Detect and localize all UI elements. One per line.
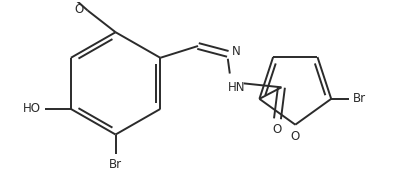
Text: HN: HN (228, 81, 245, 94)
Text: Br: Br (109, 158, 122, 171)
Text: HO: HO (23, 102, 41, 115)
Text: O: O (273, 123, 282, 136)
Text: N: N (232, 45, 241, 58)
Text: Br: Br (353, 92, 366, 105)
Text: O: O (75, 3, 84, 16)
Text: O: O (291, 130, 300, 143)
